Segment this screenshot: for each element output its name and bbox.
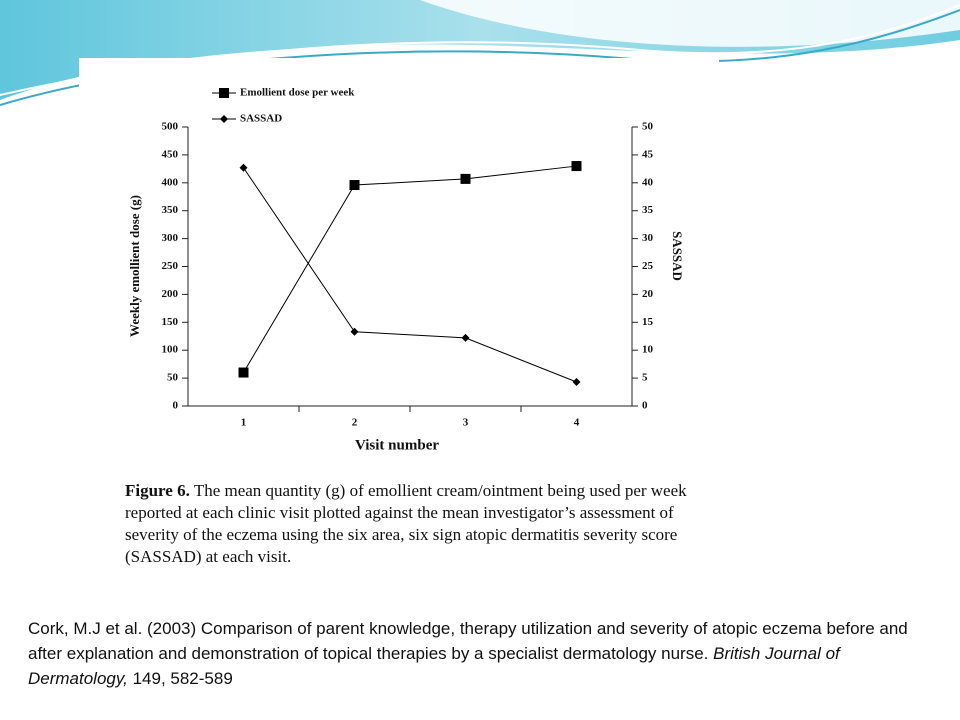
y2-tick-label: 40 [642,176,654,188]
y-tick-label: 400 [162,176,179,188]
data-point [461,333,470,342]
figure-panel [79,58,719,600]
y2-tick-label: 30 [642,232,654,244]
y2-tick-label: 15 [642,316,654,328]
legend-label: SASSAD [240,113,282,125]
data-point [460,173,471,184]
figure-caption: Figure 6. The mean quantity (g) of emoll… [125,480,690,568]
x-tick-label: 2 [352,417,358,429]
y-tick-label: 500 [162,121,179,133]
y-tick-label: 350 [162,204,179,216]
y-tick-label: 0 [173,400,179,412]
y2-tick-label: 25 [642,260,654,272]
legend-label: Emollient dose per week [240,87,355,99]
data-point [349,180,360,191]
y-tick-label: 250 [162,260,179,272]
x-tick-label: 3 [463,417,469,429]
journal: British Journal of Dermatology, [28,644,840,688]
citation-text: Cork, M.J et al. (2003) Comparison of pa… [28,619,908,663]
legend-marker [220,115,228,123]
y-axis-label: Weekly emollient dose (g) [127,195,142,337]
x-tick-label: 1 [241,417,247,429]
y2-tick-label: 20 [642,288,654,300]
citation: Cork, M.J et al. (2003) Comparison of pa… [28,616,928,691]
y2-tick-label: 45 [642,148,654,160]
caption-text: The mean quantity (g) of emollient cream… [125,481,687,566]
data-point [350,327,359,336]
y-tick-label: 200 [162,288,179,300]
y-tick-label: 150 [162,316,179,328]
wave-highlight [420,0,960,47]
x-axis-label: Visit number [355,437,439,453]
y2-tick-label: 0 [642,400,648,412]
y-tick-label: 300 [162,232,179,244]
y2-tick-label: 35 [642,204,654,216]
data-point [571,161,582,172]
y-tick-label: 100 [162,344,179,356]
data-point [239,163,248,172]
y2-tick-label: 5 [642,372,648,384]
y2-tick-label: 10 [642,344,654,356]
x-tick-label: 4 [574,417,580,429]
data-point [238,367,249,378]
series-line [243,165,577,373]
series-line [243,167,577,383]
caption-label: Figure 6. [125,481,190,500]
data-point [572,378,581,387]
citation-details: 149, 582-589 [132,669,233,688]
legend-marker [219,88,229,98]
y-tick-label: 450 [162,148,179,160]
y2-axis-label: SASSAD [670,231,685,281]
y2-tick-label: 50 [642,121,654,133]
y-tick-label: 50 [167,372,179,384]
